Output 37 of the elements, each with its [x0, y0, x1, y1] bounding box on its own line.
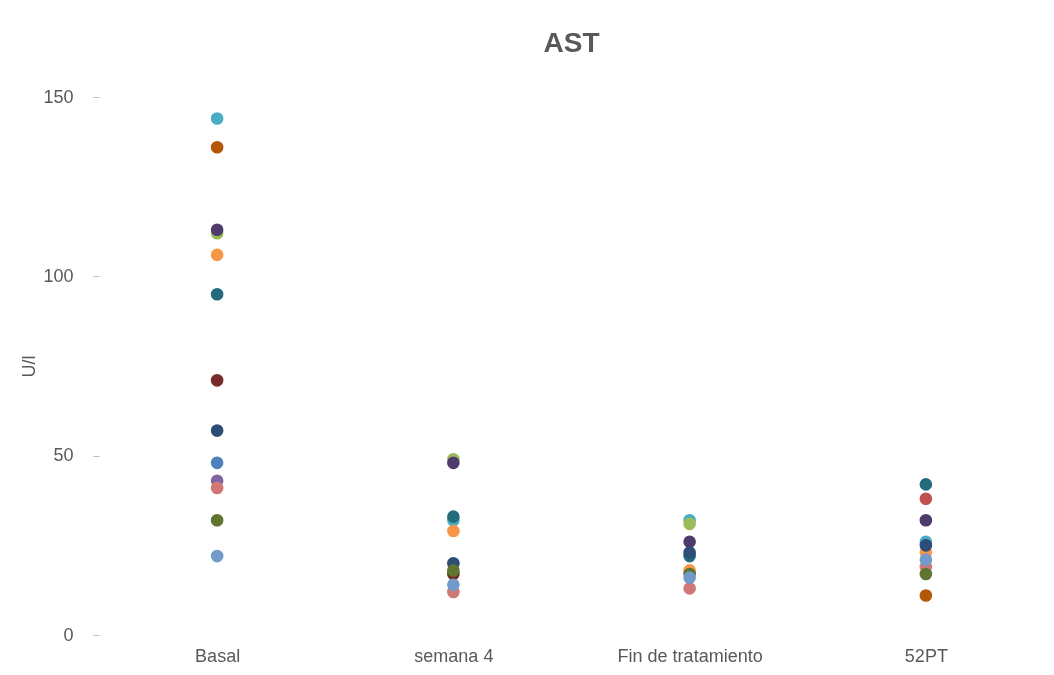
- point: [683, 546, 696, 559]
- point: [919, 589, 933, 602]
- point: [210, 374, 224, 387]
- point: [210, 248, 224, 262]
- point: [919, 492, 933, 506]
- point: [447, 510, 460, 523]
- point: [919, 553, 933, 566]
- point: [210, 456, 224, 470]
- point: [447, 564, 460, 577]
- point: [919, 539, 933, 552]
- point: [210, 481, 224, 495]
- point: [919, 478, 933, 491]
- point: [210, 549, 224, 563]
- point: [683, 582, 696, 595]
- point: [210, 140, 224, 154]
- x-tick-label: semana 4: [414, 645, 494, 666]
- y-tick-label: 100: [43, 265, 74, 286]
- point: [447, 524, 460, 538]
- y-tick-label: 50: [53, 445, 74, 466]
- chart-title: AST: [543, 27, 600, 58]
- y-tick-label: 0: [63, 624, 74, 645]
- y-axis-title: U/l: [19, 355, 40, 378]
- point: [919, 513, 933, 527]
- y-tick-label: 150: [43, 86, 74, 107]
- x-tick-label: 52PT: [904, 645, 948, 666]
- x-tick-label: Basal: [195, 645, 241, 666]
- point: [683, 571, 696, 584]
- point: [919, 567, 933, 581]
- point: [210, 424, 224, 437]
- point: [447, 456, 460, 470]
- point: [683, 535, 696, 549]
- point: [210, 513, 224, 527]
- x-tick-label: Fin de tratamiento: [617, 645, 763, 666]
- point: [683, 517, 696, 531]
- point: [210, 287, 224, 301]
- point: [210, 112, 224, 125]
- point: [447, 578, 460, 592]
